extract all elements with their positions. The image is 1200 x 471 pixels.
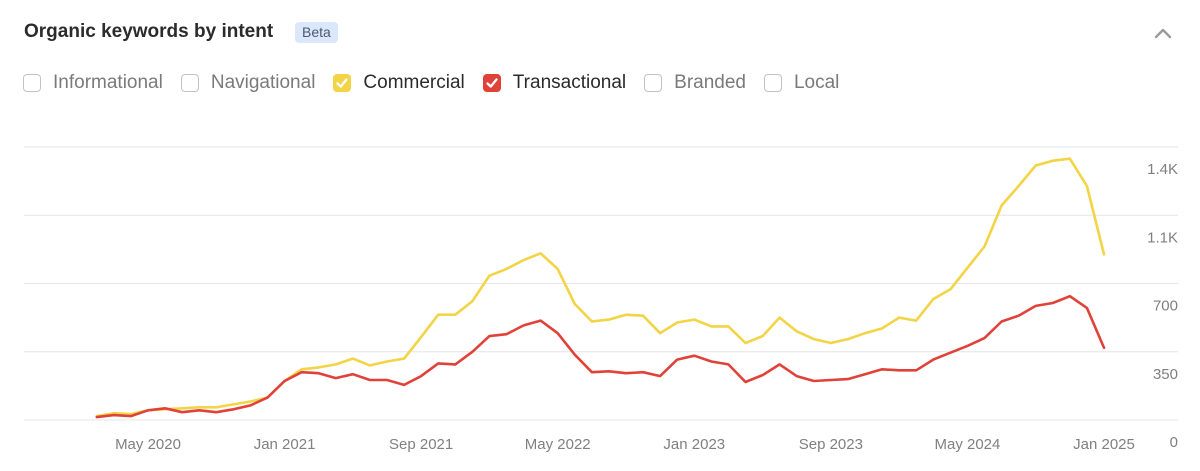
x-tick-label: May 2024 [934, 436, 1000, 453]
filter-label: Transactional [512, 72, 627, 93]
y-tick-label: 1.4K [1147, 161, 1178, 178]
filter-informational[interactable]: Informational [23, 72, 163, 94]
checkbox-commercial[interactable] [333, 74, 352, 92]
filter-label: Local [793, 72, 840, 93]
y-tick-label: 0 [1170, 434, 1178, 451]
x-tick-label: Jan 2025 [1073, 436, 1135, 453]
x-tick-label: Jan 2021 [254, 436, 316, 453]
intent-filters: Informational Navigational Commercial Trans… [23, 68, 857, 98]
filter-label: Branded [674, 72, 746, 93]
x-tick-label: May 2020 [115, 436, 181, 453]
checkbox-informational[interactable] [23, 74, 41, 92]
chart-title: Organic keywords by intent [24, 21, 274, 42]
x-tick-label: Jan 2023 [663, 436, 725, 453]
filter-local[interactable]: Local [763, 72, 840, 94]
y-tick-label: 350 [1153, 366, 1178, 383]
filter-branded[interactable]: Branded [644, 72, 746, 94]
chevron-up-icon[interactable] [1150, 20, 1176, 46]
series-line-commercial [95, 157, 1106, 418]
filter-label: Navigational [210, 72, 316, 93]
checkbox-local[interactable] [763, 74, 782, 92]
filter-label: Informational [53, 72, 163, 93]
y-tick-label: 1.1K [1147, 229, 1178, 246]
beta-badge: Beta [295, 22, 338, 43]
checkbox-branded[interactable] [644, 74, 663, 92]
filter-transactional[interactable]: Transactional [482, 72, 627, 94]
filter-navigational[interactable]: Navigational [180, 72, 316, 94]
checkbox-navigational[interactable] [180, 74, 199, 92]
filter-commercial[interactable]: Commercial [333, 72, 465, 94]
filter-label: Commercial [363, 72, 465, 93]
y-tick-label: 700 [1153, 298, 1178, 315]
x-tick-label: May 2022 [525, 436, 591, 453]
x-tick-label: Sep 2023 [799, 436, 863, 453]
series-line-transactional [95, 294, 1106, 419]
chart-header: Organic keywords by intent Beta [24, 18, 1176, 48]
x-tick-label: Sep 2021 [389, 436, 453, 453]
keywords-line-chart: 0 350 700 1.1K 1.4K May 2020 Jan 2021 Sep 2021 M… [24, 146, 1178, 453]
checkbox-transactional[interactable] [482, 74, 501, 92]
